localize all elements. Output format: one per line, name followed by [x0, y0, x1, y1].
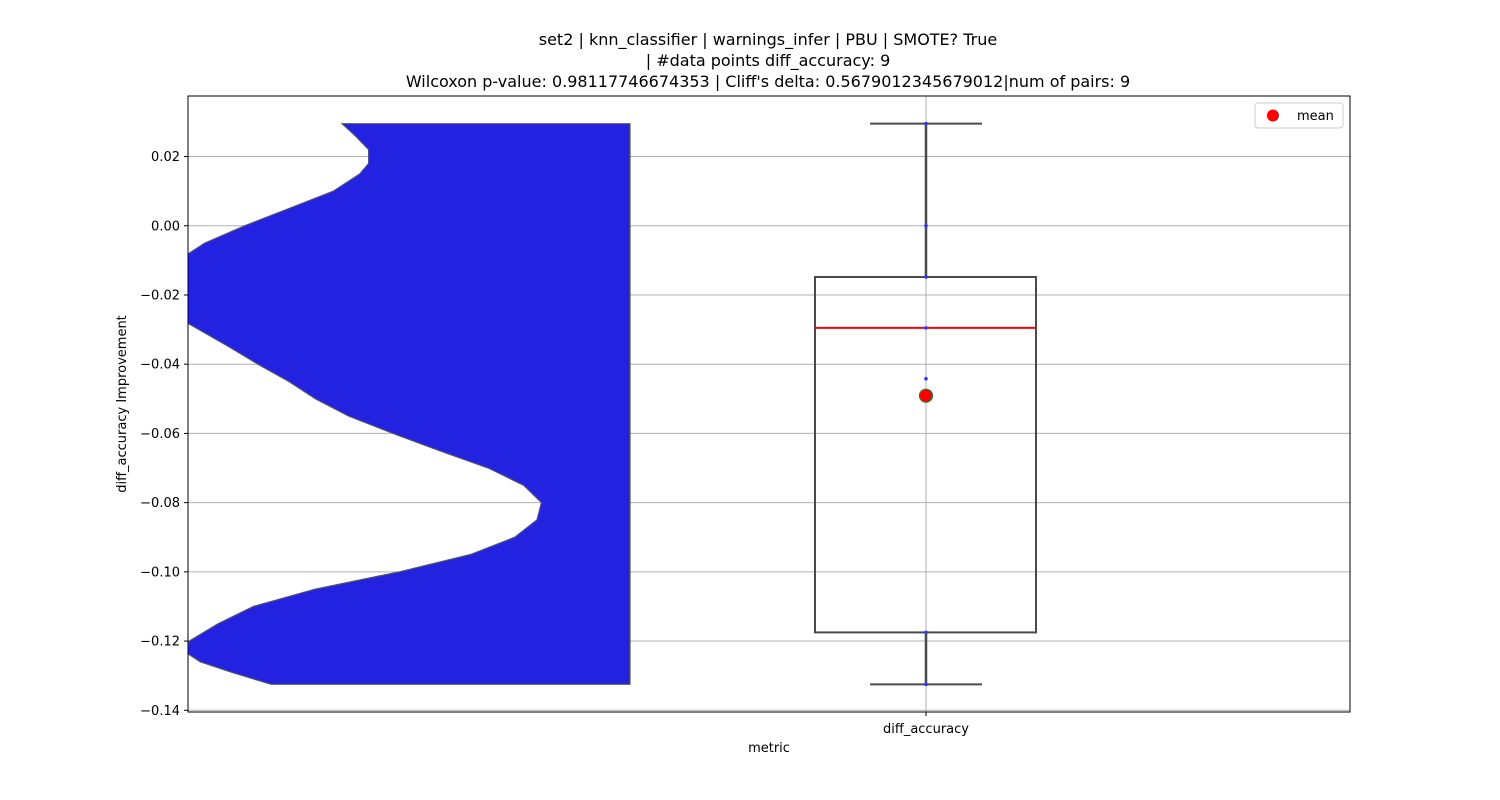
- chart-title-line-3: Wilcoxon p-value: 0.98117746674353 | Cli…: [405, 72, 1131, 91]
- data-point: [924, 121, 928, 126]
- y-axis-label: diff_accuracy Improvement: [115, 315, 130, 493]
- legend: mean: [1254, 102, 1344, 129]
- box-layer: [814, 121, 1037, 687]
- chart-title: set2 | knn_classifier | warnings_infer |…: [0, 29, 1500, 92]
- y-tick-label: −0.04: [140, 358, 180, 373]
- data-point: [924, 275, 928, 279]
- data-point: [924, 630, 928, 635]
- data-point: [924, 223, 928, 228]
- x-axis: diff_accuracy: [883, 712, 969, 737]
- mean-marker: [918, 388, 934, 403]
- y-tick-label: −0.12: [140, 635, 180, 650]
- violin-layer: [188, 123, 631, 685]
- y-tick-label: −0.08: [140, 496, 180, 511]
- x-tick-label: diff_accuracy: [883, 722, 969, 737]
- y-tick-label: −0.14: [140, 704, 180, 719]
- y-tick-label: −0.02: [140, 288, 180, 303]
- plot-frame: [187, 95, 1351, 713]
- violin-body: [188, 123, 631, 685]
- data-point: [924, 376, 928, 381]
- data-point: [924, 326, 928, 330]
- chart-title-line-2: | #data points diff_accuracy: 9: [645, 51, 891, 70]
- data-point: [924, 682, 928, 687]
- y-tick-label: −0.06: [140, 427, 180, 442]
- legend-box: [1254, 102, 1344, 129]
- y-tick-label: 0.00: [151, 219, 180, 234]
- legend-label-mean: mean: [1297, 109, 1334, 124]
- y-axis: −0.14 −0.12 −0.10 −0.08 −0.06 −0.04 −0.02 0.00 0…: [140, 150, 188, 719]
- y-tick-label: −0.10: [140, 565, 180, 580]
- chart-title-line-1: set2 | knn_classifier | warnings_infer |…: [538, 30, 998, 49]
- y-tick-label: 0.02: [151, 150, 180, 165]
- x-axis-label: metric: [748, 741, 790, 756]
- legend-marker-mean: [1267, 109, 1279, 122]
